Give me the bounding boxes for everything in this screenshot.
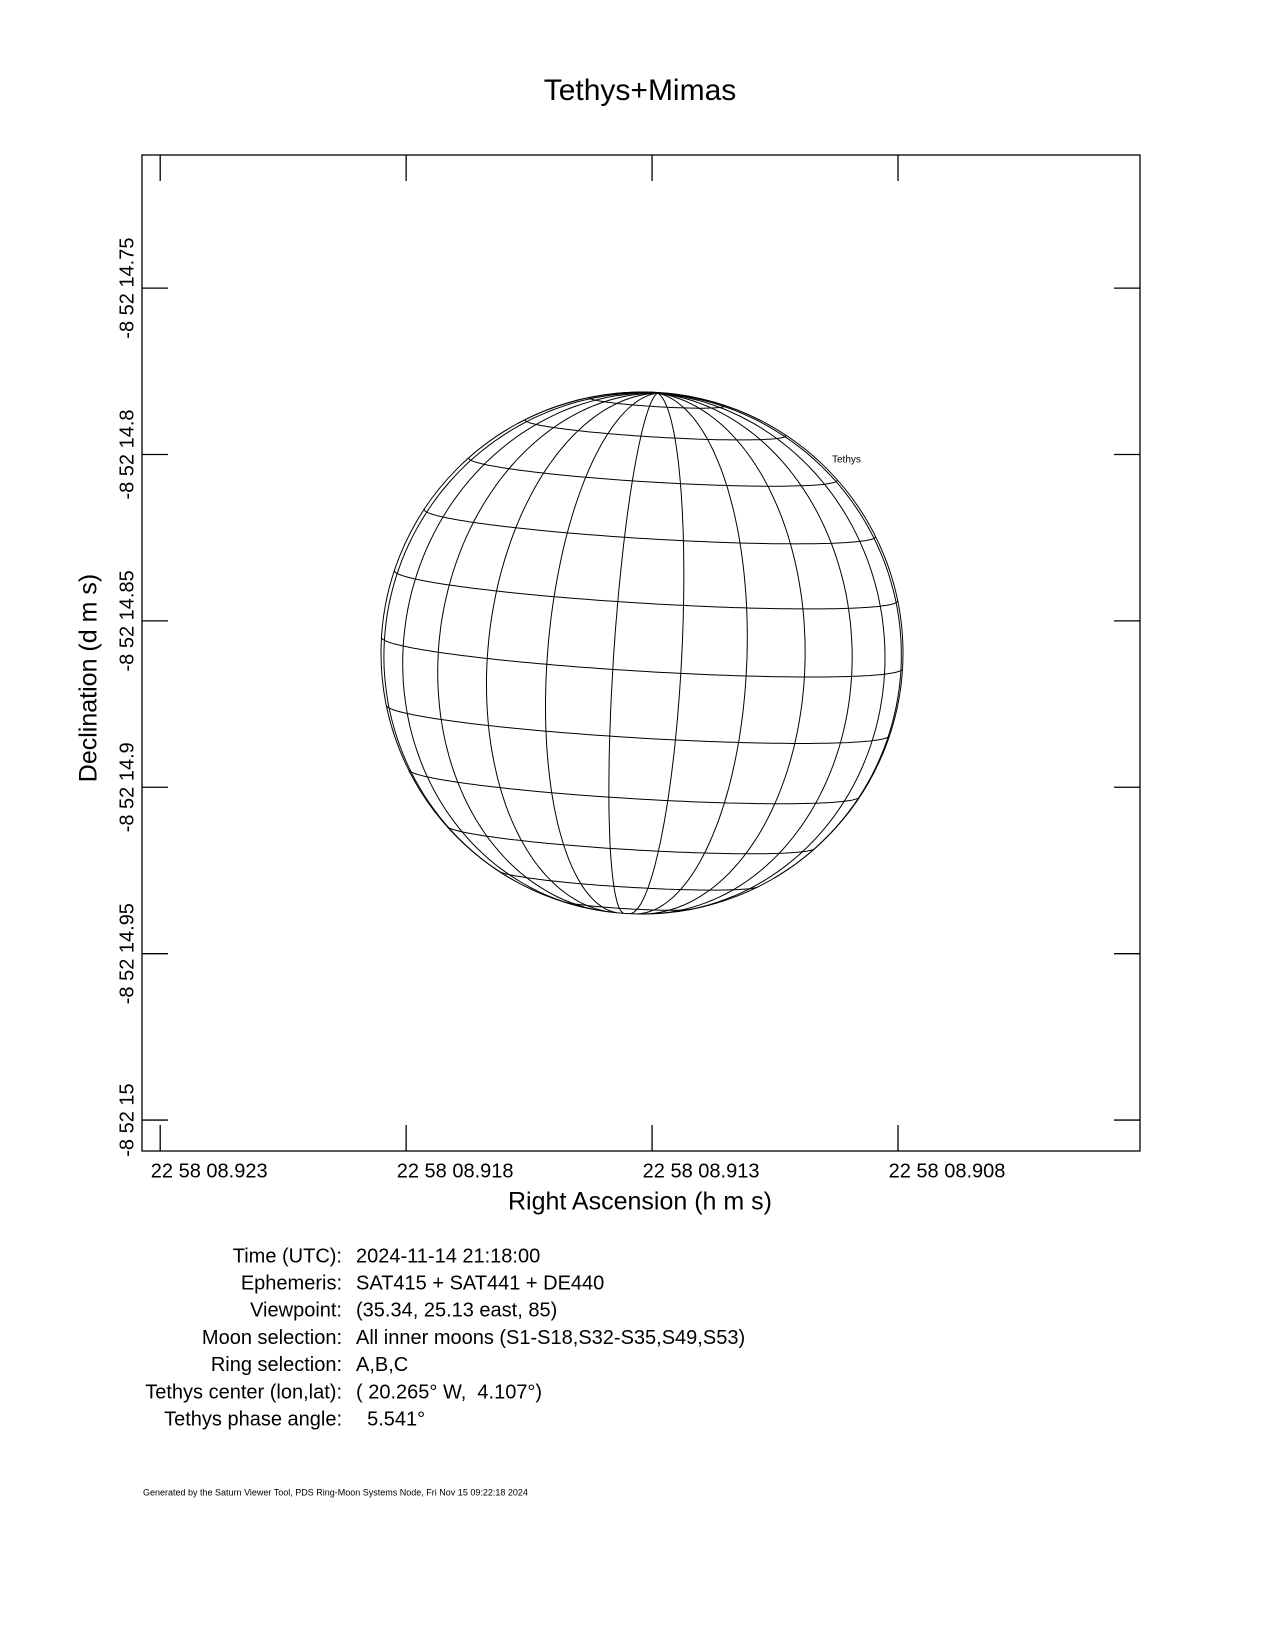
y-tick-label: -8 52 14.8 xyxy=(116,409,138,499)
info-label: Tethys center (lon,lat): xyxy=(145,1381,342,1403)
globe-meridian xyxy=(545,392,658,914)
info-value: All inner moons (S1-S18,S32-S35,S49,S53) xyxy=(356,1327,745,1349)
plot-frame xyxy=(141,154,1141,1152)
info-label: Viewpoint: xyxy=(250,1300,342,1322)
globe-meridian xyxy=(657,392,660,394)
x-tick-label: 22 58 08.918 xyxy=(397,1160,514,1182)
globe-meridian xyxy=(437,392,658,911)
globe-parallel xyxy=(386,705,547,732)
globe-parallel xyxy=(446,826,564,846)
globe-parallel xyxy=(546,663,903,678)
globe-parallel xyxy=(580,883,758,891)
globe-parallel xyxy=(602,906,692,911)
globe-parallel xyxy=(545,730,890,744)
globe-parallel xyxy=(563,844,815,855)
footer: Generated by the Saturn Viewer Tool, PDS… xyxy=(143,1487,528,1497)
globe-parallel xyxy=(393,570,555,598)
y-tick-label: -8 52 14.75 xyxy=(116,238,138,339)
globe-meridian xyxy=(486,392,658,913)
globe-meridian xyxy=(637,392,748,915)
y-tick-label: -8 52 14.9 xyxy=(116,742,138,832)
info-value: SAT415 + SAT441 + DE440 xyxy=(356,1272,604,1294)
info-value: A,B,C xyxy=(356,1354,408,1376)
info-label: Time (UTC): xyxy=(233,1245,342,1267)
y-tick-label: -8 52 14.85 xyxy=(116,570,138,671)
chart-title: Tethys+Mimas xyxy=(544,74,737,107)
globe-meridian xyxy=(655,392,853,915)
info-value: 2024-11-14 21:18:00 xyxy=(356,1245,540,1267)
body-label: Tethys xyxy=(832,455,861,466)
globe-meridian xyxy=(402,392,658,909)
globe-parallel xyxy=(408,769,552,794)
globe-parallel xyxy=(607,433,787,441)
info-label: Tethys phase angle: xyxy=(164,1408,342,1430)
globe-parallel xyxy=(554,596,899,610)
info-value: 5.541° xyxy=(356,1408,425,1430)
globe-parallel xyxy=(423,509,568,534)
globe-meridian xyxy=(608,392,658,914)
info-value: (35.34, 25.13 east, 85) xyxy=(356,1300,557,1322)
globe-meridian xyxy=(657,392,902,879)
globe-meridian xyxy=(383,392,658,882)
info-label: Ring selection: xyxy=(211,1354,342,1376)
globe-parallel xyxy=(567,532,876,545)
x-axis-label: Right Ascension (h m s) xyxy=(508,1188,772,1216)
x-tick-label: 22 58 08.913 xyxy=(643,1160,760,1182)
x-tick-label: 22 58 08.908 xyxy=(889,1160,1006,1182)
info-label: Ephemeris: xyxy=(241,1272,342,1294)
info-value: ( 20.265° W, 4.107°) xyxy=(356,1381,542,1403)
y-tick-label: -8 52 15 xyxy=(116,1083,138,1156)
globe-meridian xyxy=(643,392,806,915)
globe-parallel xyxy=(585,476,838,487)
globe-parallel xyxy=(524,418,608,435)
info-label: Moon selection: xyxy=(202,1327,342,1349)
x-tick-label: 22 58 08.923 xyxy=(151,1160,268,1182)
y-tick-label: -8 52 14.95 xyxy=(116,903,138,1004)
globe-meridian xyxy=(630,392,685,915)
globe-meridian xyxy=(657,392,886,913)
globe-parallel xyxy=(381,637,547,665)
y-axis-label: Declination (d m s) xyxy=(75,574,103,782)
